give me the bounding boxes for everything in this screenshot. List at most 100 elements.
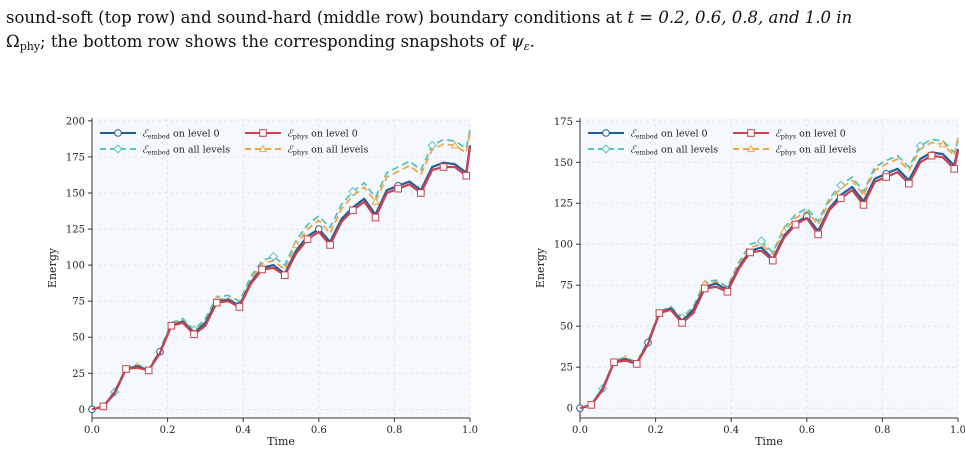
caption-line-2: Ωphy; the bottom row shows the correspon… <box>6 30 961 59</box>
data-point <box>348 186 358 197</box>
series-group <box>91 129 471 411</box>
data-point <box>723 287 732 296</box>
data-point <box>371 197 380 205</box>
legend-marker <box>113 144 123 154</box>
energy-chart-sound-soft: 0 25 50 75 100 125 150 175 200 0.0 0.2 0.4 0.6 0.8 1.0… <box>0 112 478 461</box>
y-axis-label: Energy <box>534 247 547 288</box>
energy-chart-sound-hard: 0 25 50 75 100 125 150 175 0.0 0.2 0.4 0.6 0.8 1.0 Tim… <box>483 112 965 461</box>
y-tick-label: 50 <box>560 322 573 333</box>
data-point <box>291 240 301 249</box>
x-tick-label: 0.6 <box>799 425 815 436</box>
y-tick-label: 0 <box>79 405 85 416</box>
data-point <box>768 256 777 265</box>
x-tick-label: 0.4 <box>723 425 739 436</box>
caption-end: . <box>529 32 535 51</box>
caption-text-2: ; the bottom row shows the corresponding… <box>40 32 511 51</box>
y-tick-label: 175 <box>66 152 85 163</box>
legend-entry: ℰembed on all levels <box>630 145 718 157</box>
x-axis-label: Time <box>755 435 783 448</box>
y-tick-label: 125 <box>554 199 573 210</box>
data-point <box>144 366 153 375</box>
data-point <box>122 365 130 373</box>
legend-marker <box>259 129 267 137</box>
data-point <box>450 141 460 149</box>
legend: ℰembed on level 0 ℰphys on level 0 ℰembed … <box>588 129 856 157</box>
x-tick-label: 0.4 <box>235 425 251 436</box>
data-point <box>258 265 266 274</box>
plot-area <box>92 118 470 418</box>
data-point <box>326 241 334 249</box>
data-point <box>655 309 664 317</box>
y-tick-label: 175 <box>554 117 573 128</box>
x-tick-label: 0.8 <box>386 425 402 436</box>
data-point <box>927 151 936 160</box>
x-tick-label: 0.0 <box>572 425 588 436</box>
x-axis-label: Time <box>267 435 295 448</box>
y-tick-label: 25 <box>560 363 573 374</box>
data-point <box>439 163 448 171</box>
data-point <box>417 189 425 197</box>
legend-marker <box>602 129 610 137</box>
caption-omega-sub: phy <box>19 40 41 53</box>
data-point <box>280 271 289 280</box>
data-point <box>950 165 959 173</box>
data-point <box>746 248 754 257</box>
legend-entry: ℰembed on all levels <box>142 145 230 157</box>
data-point <box>814 230 822 239</box>
y-tick-label: 100 <box>554 240 573 251</box>
data-point <box>212 298 221 307</box>
data-point <box>394 184 402 193</box>
legend-entry: ℰphys on level 0 <box>287 129 358 141</box>
legend-entry: ℰphys on all levels <box>775 145 856 157</box>
data-point <box>791 220 800 229</box>
x-tick-label: 0.2 <box>648 425 664 436</box>
legend-entry: ℰphys on all levels <box>287 145 368 157</box>
legend-marker <box>258 144 268 153</box>
y-tick-label: 100 <box>66 261 85 272</box>
data-point <box>235 303 244 311</box>
caption-math: t = 0.2, 0.6, 0.8, and 1.0 in <box>627 8 853 27</box>
x-tick-label: 0.0 <box>84 425 100 436</box>
y-tick-label: 125 <box>66 225 85 236</box>
series-line <box>91 129 471 411</box>
data-point <box>905 179 913 188</box>
legend-entry: ℰembed on level 0 <box>630 129 708 141</box>
data-point <box>837 194 845 203</box>
energy-chart-right-svg: 0 25 50 75 100 125 150 175 0.0 0.2 0.4 0.6 0.8 1.0 Tim… <box>534 117 965 448</box>
legend-marker <box>746 144 756 153</box>
legend-entry: ℰphys on level 0 <box>775 129 846 141</box>
x-tick-label: 0.8 <box>874 425 890 436</box>
caption-line-1: sound-soft (top row) and sound-hard (mid… <box>6 6 961 30</box>
y-axis-label: Energy <box>46 247 59 288</box>
legend-marker <box>601 144 611 154</box>
data-point <box>349 206 357 215</box>
x-tick-label: 1.0 <box>462 425 478 436</box>
data-point <box>371 213 380 222</box>
caption-text: sound-soft (top row) and sound-hard (mid… <box>6 8 628 27</box>
y-tick-label: 25 <box>72 369 85 380</box>
data-point <box>190 330 198 339</box>
data-point <box>303 235 312 243</box>
data-point <box>610 358 618 367</box>
caption-psi-sub: ε <box>523 40 530 53</box>
legend-marker <box>114 129 122 137</box>
data-point <box>678 319 686 327</box>
data-point <box>779 226 789 235</box>
caption-psi: ψ <box>510 32 524 51</box>
caption-omega: Ω <box>6 32 20 51</box>
data-point <box>632 360 641 368</box>
data-point <box>99 402 108 411</box>
data-point <box>462 171 471 180</box>
series-group <box>91 146 472 411</box>
y-tick-label: 75 <box>72 297 85 308</box>
data-point <box>882 173 890 181</box>
x-tick-label: 0.6 <box>311 425 327 436</box>
data-point <box>587 401 596 409</box>
data-point <box>167 321 176 330</box>
data-point <box>859 201 868 209</box>
legend: ℰembed on level 0 ℰphys on level 0 ℰembed … <box>100 129 368 157</box>
y-tick-label: 75 <box>560 281 573 292</box>
y-tick-label: 0 <box>567 404 573 415</box>
y-tick-label: 50 <box>72 333 85 344</box>
y-tick-label: 200 <box>66 116 85 127</box>
